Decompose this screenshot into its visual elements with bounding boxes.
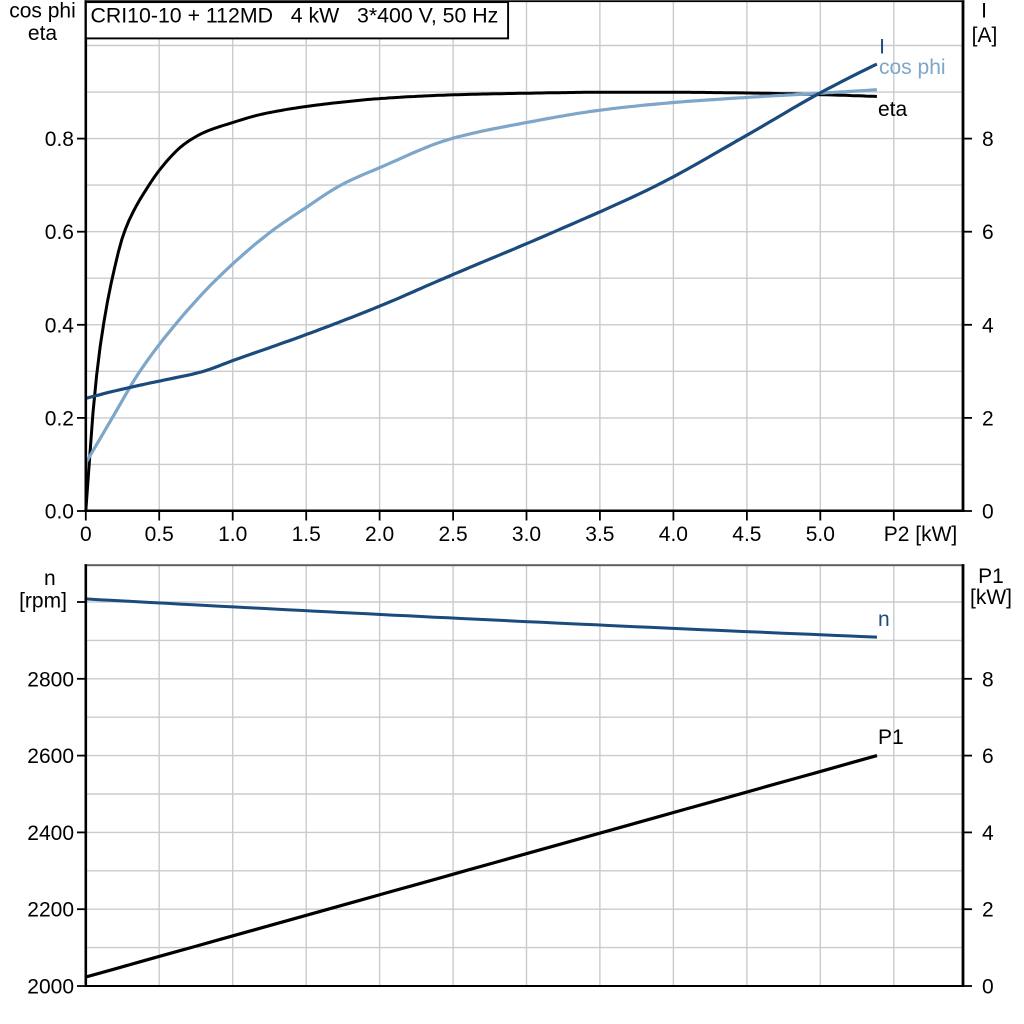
- svg-text:2400: 2400: [27, 822, 74, 845]
- svg-text:2000: 2000: [27, 976, 74, 999]
- svg-text:P1: P1: [978, 565, 1004, 588]
- svg-text:0.8: 0.8: [45, 128, 74, 151]
- svg-text:0: 0: [982, 501, 994, 524]
- svg-text:0.4: 0.4: [45, 314, 75, 337]
- svg-text:4.5: 4.5: [732, 523, 761, 546]
- svg-text:eta: eta: [878, 98, 908, 121]
- svg-text:2.0: 2.0: [365, 523, 394, 546]
- svg-text:0.5: 0.5: [145, 523, 174, 546]
- svg-text:2200: 2200: [27, 899, 74, 922]
- svg-text:P2 [kW]: P2 [kW]: [884, 523, 958, 546]
- svg-text:P1: P1: [878, 726, 904, 749]
- svg-text:I: I: [981, 0, 987, 23]
- svg-text:2: 2: [982, 407, 994, 430]
- svg-text:4.0: 4.0: [659, 523, 688, 546]
- svg-text:CRI10-10 + 112MD 4 kW 3*40: CRI10-10 + 112MD 4 kW 3*400 V, 50 Hz: [91, 4, 499, 28]
- svg-text:0: 0: [982, 976, 994, 999]
- svg-text:2.5: 2.5: [438, 523, 467, 546]
- svg-text:[rpm]: [rpm]: [19, 590, 67, 613]
- svg-text:1.5: 1.5: [292, 523, 321, 546]
- svg-text:2600: 2600: [27, 745, 74, 768]
- svg-text:4: 4: [982, 822, 994, 845]
- svg-text:3.0: 3.0: [512, 523, 541, 546]
- svg-text:5.0: 5.0: [806, 523, 835, 546]
- svg-text:3.5: 3.5: [585, 523, 614, 546]
- svg-text:0: 0: [80, 523, 92, 546]
- svg-text:I: I: [879, 36, 885, 59]
- svg-text:n: n: [44, 567, 56, 590]
- svg-text:1.0: 1.0: [218, 523, 247, 546]
- svg-text:8: 8: [982, 128, 994, 151]
- svg-text:cos phi: cos phi: [879, 56, 946, 79]
- svg-text:6: 6: [982, 745, 994, 768]
- svg-text:[kW]: [kW]: [970, 586, 1012, 609]
- svg-text:4: 4: [982, 314, 994, 337]
- svg-text:2: 2: [982, 899, 994, 922]
- svg-text:0.2: 0.2: [45, 407, 74, 430]
- svg-text:0.0: 0.0: [45, 501, 74, 524]
- svg-text:n: n: [878, 608, 890, 631]
- svg-text:cos phi: cos phi: [9, 0, 76, 23]
- svg-text:8: 8: [982, 668, 994, 691]
- svg-text:0.6: 0.6: [45, 221, 74, 244]
- svg-text:6: 6: [982, 221, 994, 244]
- svg-text:eta: eta: [28, 22, 58, 45]
- svg-text:[A]: [A]: [972, 24, 998, 47]
- svg-text:2800: 2800: [27, 668, 74, 691]
